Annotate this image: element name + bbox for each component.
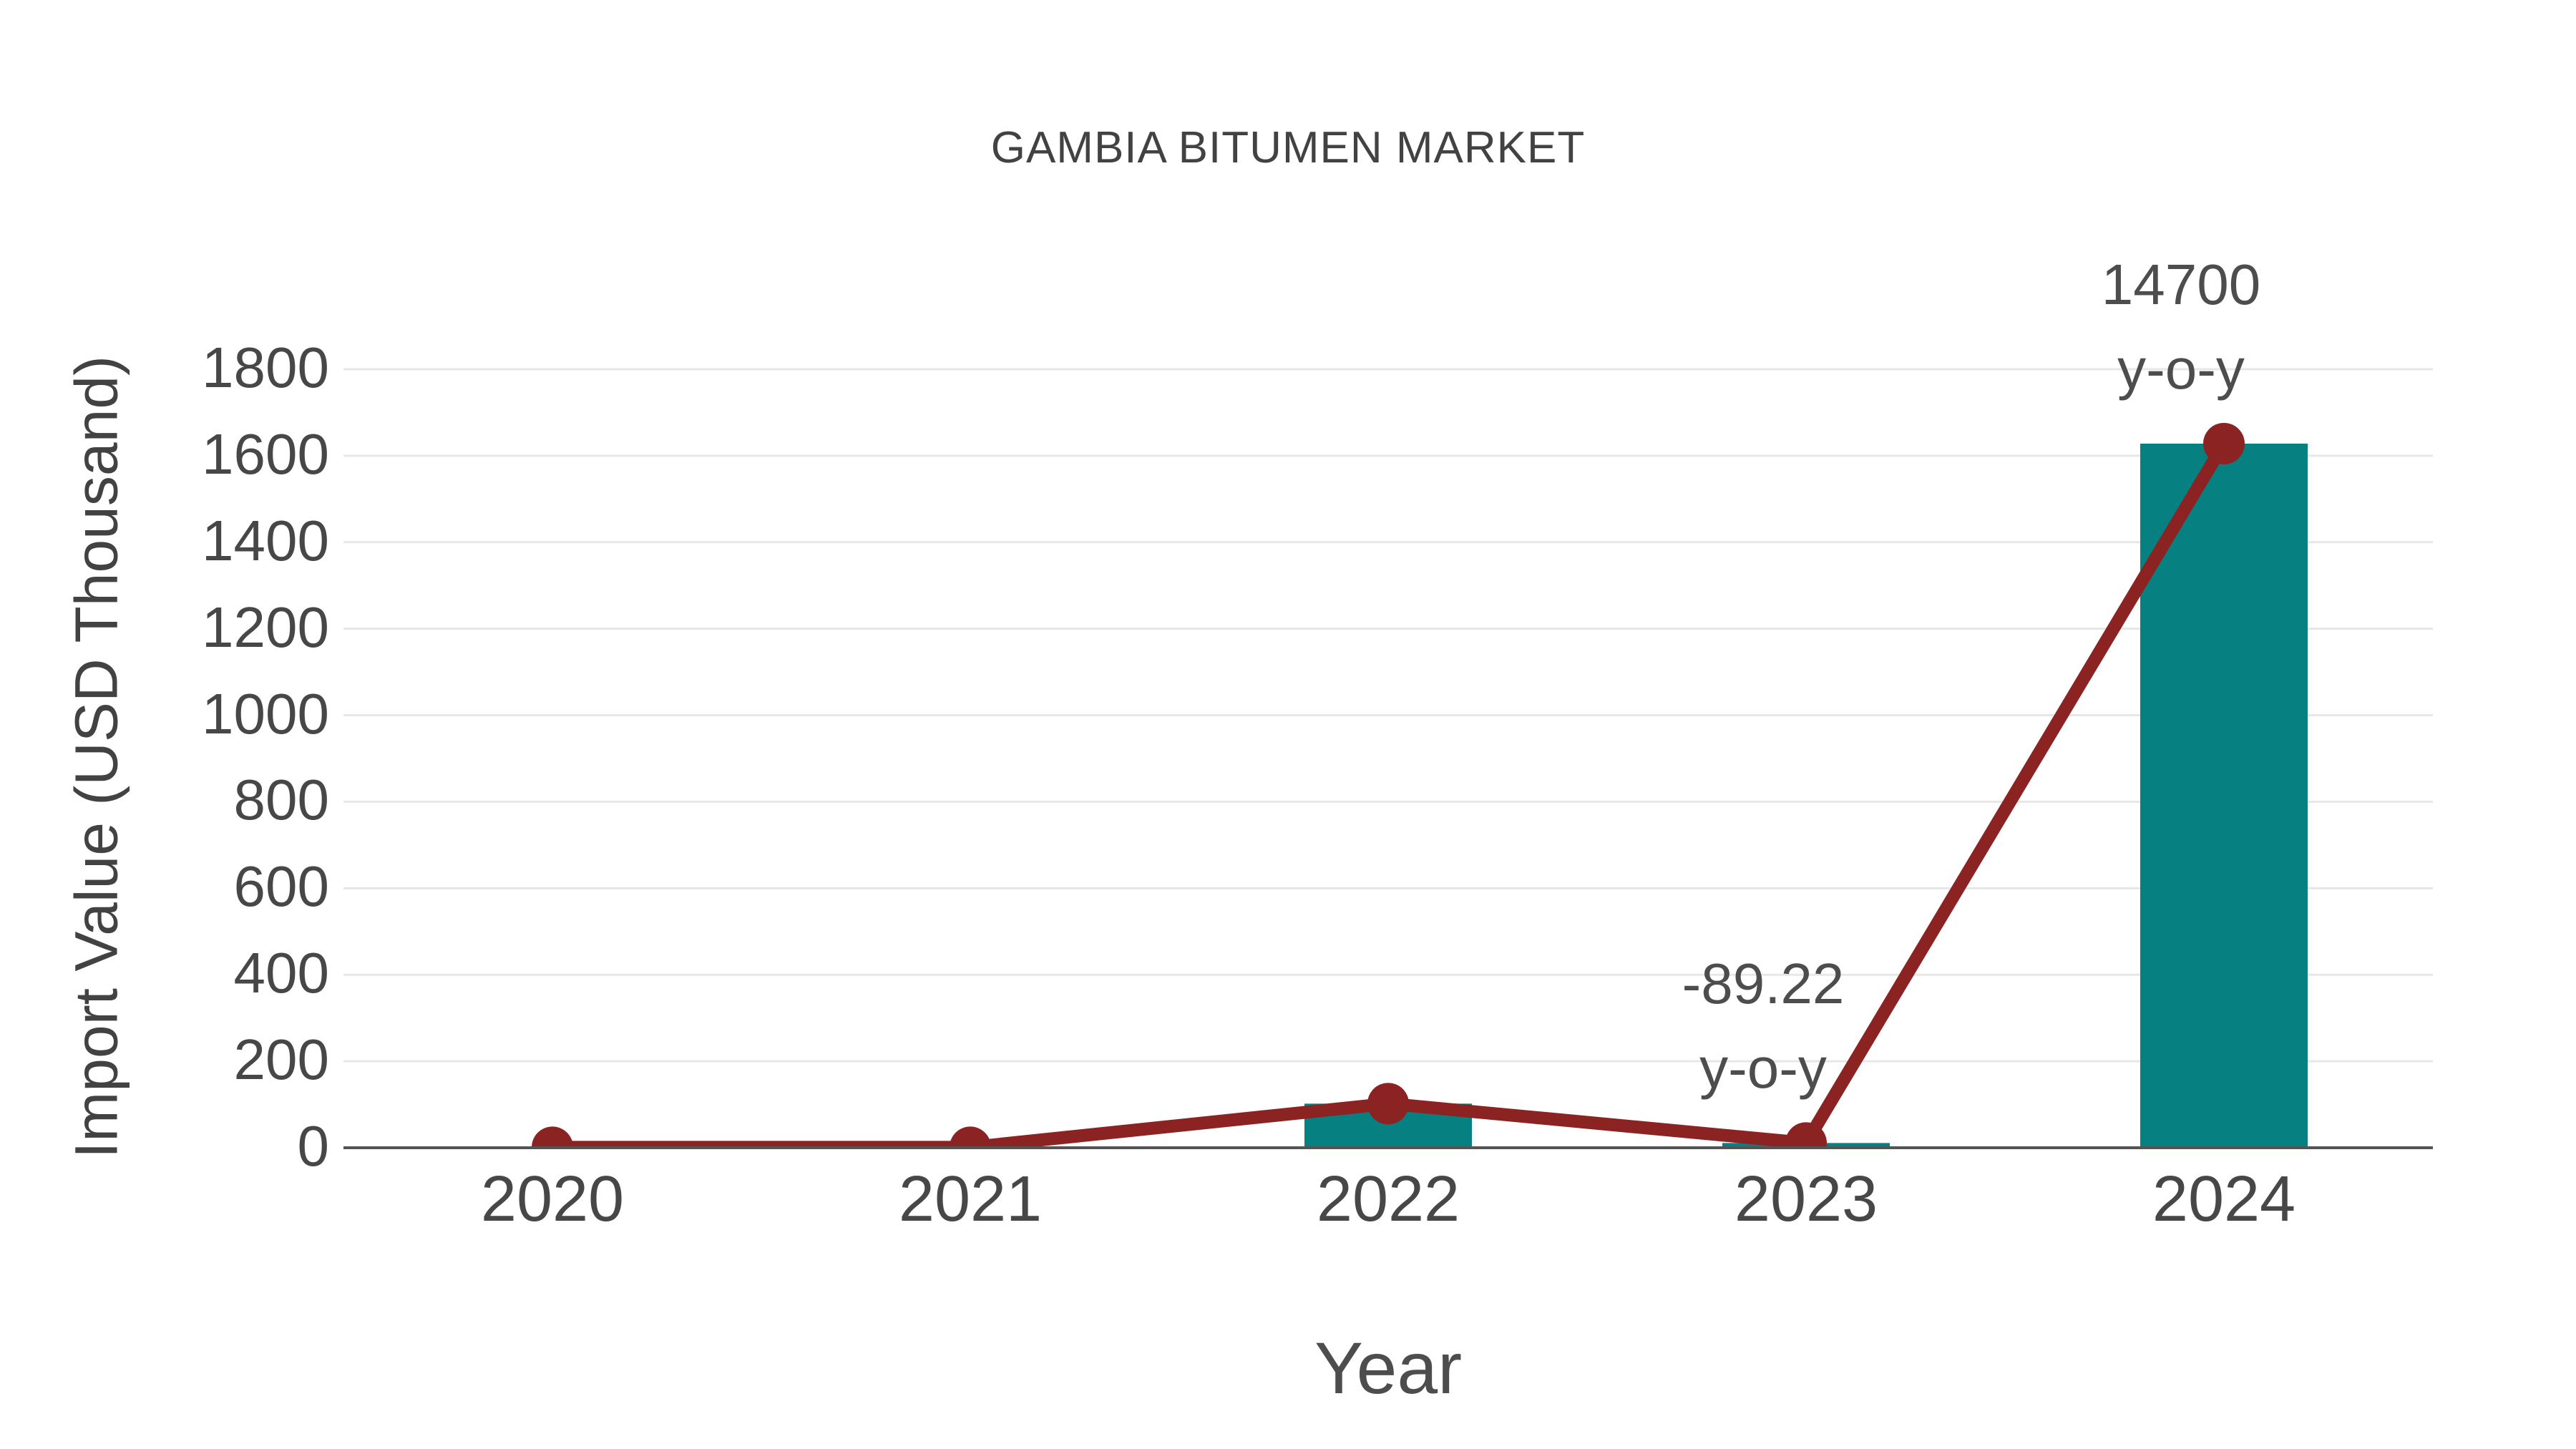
line-series <box>532 422 2245 1146</box>
marker-2023 <box>1785 1122 1827 1146</box>
x-axis-title: Year <box>1314 1327 1463 1409</box>
marker-2022 <box>1367 1083 1409 1125</box>
annotation-2024: 14700 y-o-y <box>2102 243 2260 411</box>
y-tick-label-400: 400 <box>233 941 329 1005</box>
y-tick-label-200: 200 <box>233 1028 329 1092</box>
annotation-line: y-o-y <box>2117 336 2245 401</box>
bar-2024 <box>2140 443 2308 1146</box>
y-tick-label-1400: 1400 <box>202 508 329 572</box>
y-tick-label-800: 800 <box>233 768 329 832</box>
y-tick-label-0: 0 <box>297 1114 330 1179</box>
annotation-2023: -89.22 y-o-y <box>1682 942 1845 1111</box>
marker-2020 <box>532 1126 573 1146</box>
y-tick-label-1800: 1800 <box>202 336 329 400</box>
annotation-line: -89.22 <box>1682 952 1845 1016</box>
x-tick-label-2021: 2021 <box>898 1163 1043 1235</box>
annotation-line: y-o-y <box>1699 1036 1827 1101</box>
marker-2024 <box>2203 422 2245 464</box>
chart-title: GAMBIA BITUMEN MARKET <box>990 123 1586 172</box>
x-tick-label-2023: 2023 <box>1734 1163 1878 1235</box>
y-tick-label-1200: 1200 <box>202 595 329 659</box>
marker-2021 <box>950 1126 991 1146</box>
y-tick-label-1600: 1600 <box>202 422 329 487</box>
x-tick-label-2020: 2020 <box>480 1163 625 1235</box>
y-tick-label-600: 600 <box>233 854 329 919</box>
bar-series <box>1304 443 2308 1146</box>
annotation-line: 14700 <box>2101 252 2261 316</box>
trend-line <box>552 440 2230 1146</box>
x-tick-label-2022: 2022 <box>1316 1163 1460 1235</box>
x-tick-label-2024: 2024 <box>2152 1163 2296 1235</box>
y-tick-label-1000: 1000 <box>202 681 329 746</box>
